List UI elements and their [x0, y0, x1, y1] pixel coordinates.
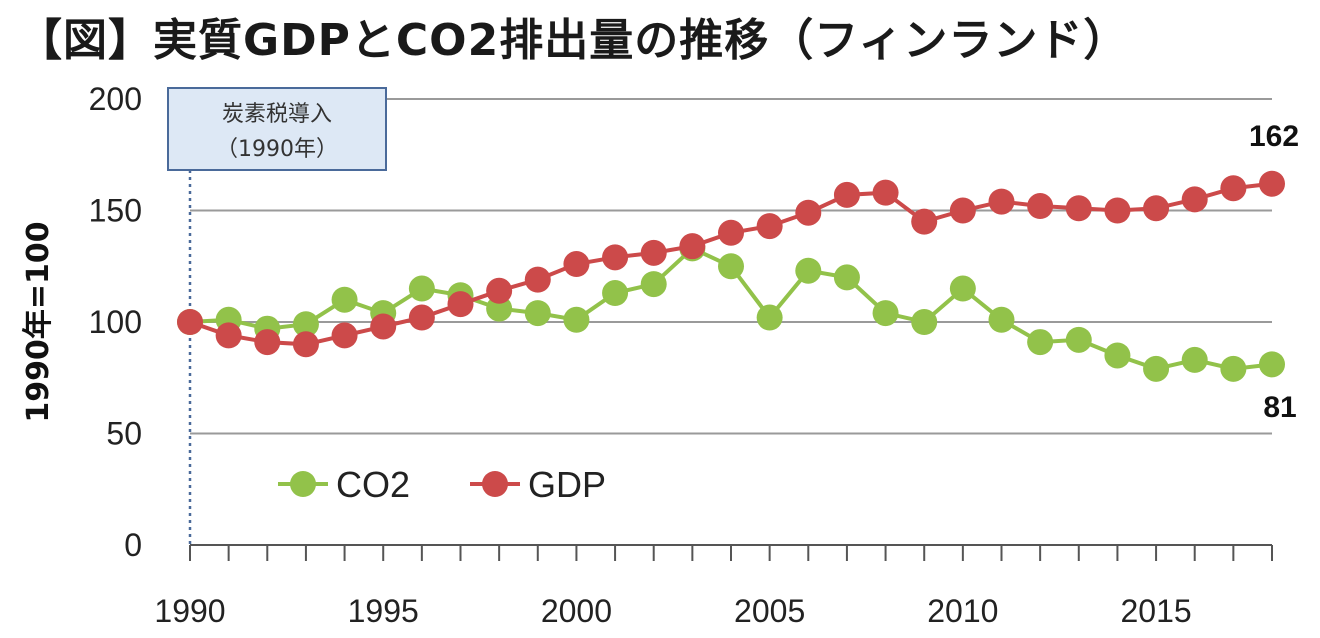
- data-point-gdp: [1143, 195, 1170, 222]
- data-point-co2: [911, 309, 938, 335]
- data-point-co2: [833, 264, 860, 291]
- data-point-co2: [331, 286, 358, 313]
- legend-marker-co2: [290, 471, 316, 497]
- data-point-gdp: [1259, 170, 1285, 197]
- data-point-gdp: [447, 291, 474, 318]
- data-point-gdp: [254, 329, 281, 356]
- axes: [189, 544, 1273, 561]
- annotation-line1: 炭素税導入: [222, 102, 332, 127]
- data-point-co2: [949, 275, 976, 302]
- data-point-gdp: [756, 213, 783, 240]
- annotation-box: [167, 87, 387, 171]
- data-point-co2: [486, 295, 513, 322]
- data-point-co2: [1181, 346, 1208, 373]
- data-point-gdp: [679, 233, 706, 260]
- data-point-gdp: [1181, 186, 1208, 213]
- data-point-co2: [524, 300, 551, 327]
- data-point-co2: [988, 306, 1015, 333]
- data-point-co2: [1104, 342, 1131, 369]
- labels: 0 50 100 150 200 1990 1995 2000 2005 2010 2015 1990…: [21, 81, 1299, 629]
- x-tick-label: 1995: [348, 593, 419, 629]
- data-point-co2: [1220, 355, 1247, 382]
- data-point-gdp: [718, 219, 744, 246]
- data-point-gdp: [872, 179, 899, 206]
- x-tick-label: 1990: [154, 593, 225, 629]
- x-tick-label: 2005: [734, 593, 805, 629]
- y-tick-label: 0: [124, 527, 142, 563]
- data-point-gdp: [988, 188, 1015, 215]
- data-point-gdp: [1027, 193, 1054, 220]
- data-point-co2: [795, 257, 822, 284]
- data-point-gdp: [215, 322, 242, 349]
- data-point-gdp: [1065, 195, 1092, 222]
- y-axis-label: 1990年=100: [21, 221, 56, 422]
- annotation-line2: （1990年）: [216, 137, 338, 162]
- data-point-gdp: [563, 251, 590, 278]
- legend-marker-gdp: [482, 471, 508, 497]
- data-point-gdp: [408, 304, 435, 331]
- data-point-co2: [408, 275, 435, 302]
- data-point-gdp: [524, 266, 551, 293]
- data-point-gdp: [602, 244, 629, 271]
- data-point-co2: [292, 311, 319, 338]
- data-point-co2: [872, 300, 899, 327]
- data-point-gdp: [486, 277, 513, 304]
- series-layer: [177, 170, 1285, 382]
- data-point-co2: [1027, 329, 1054, 356]
- x-tick-label: 2015: [1120, 593, 1191, 629]
- x-tick-label: 2000: [541, 593, 612, 629]
- data-point-co2: [1259, 351, 1285, 378]
- data-point-gdp: [1220, 175, 1247, 202]
- data-point-gdp: [911, 208, 938, 235]
- y-tick-label: 150: [89, 193, 142, 229]
- data-point-co2: [1143, 355, 1170, 382]
- y-tick-label: 200: [89, 81, 142, 117]
- data-point-gdp: [1104, 197, 1131, 224]
- y-tick-label: 100: [89, 304, 142, 340]
- data-point-gdp: [949, 197, 976, 224]
- data-point-co2: [640, 271, 667, 298]
- legend-label-gdp: GDP: [528, 464, 606, 505]
- co2-end-label: 81: [1263, 391, 1296, 424]
- data-point-co2: [1065, 326, 1092, 353]
- y-tick-label: 50: [106, 416, 142, 452]
- data-point-co2: [563, 306, 590, 333]
- chart-title: 【図】実質GDPとCO2排出量の推移（フィンランド）: [18, 15, 1129, 66]
- data-point-co2: [602, 280, 629, 307]
- data-point-gdp: [177, 309, 203, 335]
- data-point-co2: [718, 253, 744, 280]
- data-point-gdp: [292, 331, 319, 358]
- data-point-gdp: [833, 181, 860, 208]
- carbon-tax-annotation: 炭素税導入 （1990年）: [167, 87, 387, 545]
- data-point-gdp: [370, 313, 397, 340]
- legend-label-co2: CO2: [336, 464, 410, 505]
- data-point-co2: [756, 304, 783, 331]
- data-point-gdp: [795, 199, 822, 226]
- x-tick-label: 2010: [927, 593, 998, 629]
- data-point-gdp: [640, 239, 667, 266]
- data-point-gdp: [331, 322, 358, 349]
- gdp-end-label: 162: [1249, 120, 1299, 153]
